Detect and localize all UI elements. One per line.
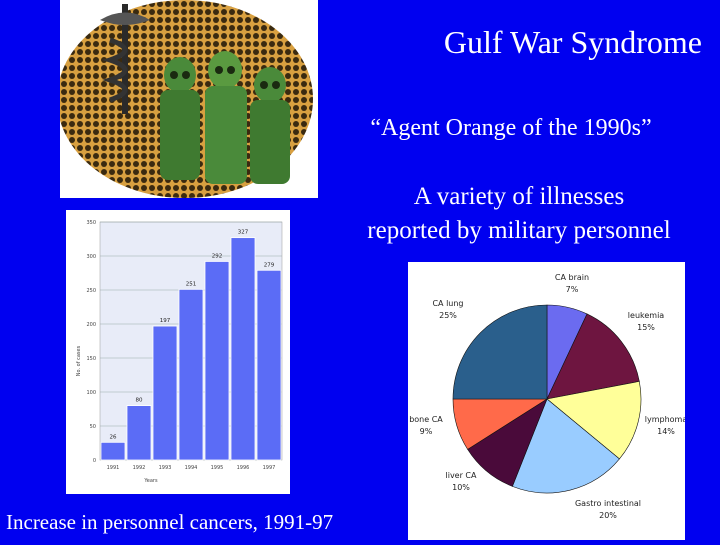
- slice-name-label: CA brain: [555, 273, 589, 282]
- soldiers-icon: [160, 51, 290, 184]
- data-label: 26: [110, 434, 117, 440]
- slice-percent-label: 25%: [439, 311, 457, 320]
- x-tick-label: 1995: [211, 465, 224, 471]
- slice-name-label: lymphoma: [645, 415, 685, 424]
- y-tick-label: 100: [86, 390, 96, 396]
- y-axis-label: No. of cases: [76, 345, 82, 376]
- y-tick-label: 300: [86, 254, 96, 260]
- subtitle-line-2: reported by military personnel: [367, 217, 671, 244]
- pie-slice: [546, 313, 640, 400]
- slide-title: Gulf War Syndrome: [443, 24, 702, 60]
- data-label: 292: [212, 253, 223, 259]
- x-tick-label: 1992: [133, 465, 146, 471]
- slice-percent-label: 7%: [566, 285, 579, 294]
- y-tick-label: 150: [86, 356, 96, 362]
- bar: [100, 441, 126, 461]
- pie-chart: CA brain 7% leukemia 15% lymphoma 14% Gastro i…: [409, 273, 687, 520]
- bar-chart: 0 50 100 150 200 250 300 350 26 1991 80 1992 197 1993…: [76, 220, 283, 484]
- slide-quote: “Agent Orange of the 1990s”: [370, 115, 652, 141]
- gulf-war-photo: [60, 0, 318, 198]
- pie-chart-panel: CA brain 7% leukemia 15% lymphoma 14% Gastro i…: [408, 262, 687, 540]
- data-label: 80: [136, 398, 143, 404]
- slice-percent-label: 15%: [637, 323, 655, 332]
- bar: [204, 261, 230, 461]
- slice-name-label: bone CA: [409, 415, 443, 424]
- bar: [230, 237, 256, 461]
- data-label: 197: [160, 318, 171, 324]
- pie-slice: [546, 381, 642, 460]
- bar-chart-panel: 0 50 100 150 200 250 300 350 26 1991 80 1992 197 1993…: [66, 210, 290, 494]
- bar: [178, 288, 204, 461]
- slice-percent-label: 14%: [657, 427, 675, 436]
- x-axis-label: Years: [143, 478, 158, 484]
- slide-caption: Increase in personnel cancers, 1991-97: [6, 510, 334, 534]
- slice-name-label: liver CA: [446, 471, 478, 480]
- data-label: 327: [238, 230, 249, 236]
- bar: [126, 405, 152, 461]
- slice-percent-label: 20%: [599, 511, 617, 520]
- y-tick-label: 200: [86, 322, 96, 328]
- y-tick-label: 0: [93, 458, 96, 464]
- subtitle-line-1: A variety of illnesses: [413, 183, 625, 210]
- slice-percent-label: 9%: [420, 427, 433, 436]
- bar: [152, 325, 178, 461]
- data-label: 279: [264, 262, 275, 268]
- data-label: 251: [186, 281, 197, 287]
- slide-subtitle: A variety of illnesses reported by milit…: [330, 180, 708, 248]
- caduceus-icon: [100, 4, 150, 114]
- pie-slice: [512, 398, 620, 494]
- pie-slice: [452, 304, 548, 400]
- y-tick-label: 250: [86, 288, 96, 294]
- slice-name-label: Gastro intestinal: [575, 499, 641, 508]
- x-tick-label: 1996: [237, 465, 250, 471]
- x-tick-label: 1997: [263, 465, 276, 471]
- bar: [256, 269, 282, 461]
- slice-name-label: CA lung: [432, 299, 463, 308]
- x-tick-label: 1991: [107, 465, 120, 471]
- y-tick-label: 350: [86, 220, 96, 226]
- slice-percent-label: 10%: [452, 483, 470, 492]
- x-tick-label: 1993: [159, 465, 172, 471]
- y-tick-label: 50: [90, 424, 96, 430]
- slice-name-label: leukemia: [628, 311, 665, 320]
- x-tick-label: 1994: [185, 465, 198, 471]
